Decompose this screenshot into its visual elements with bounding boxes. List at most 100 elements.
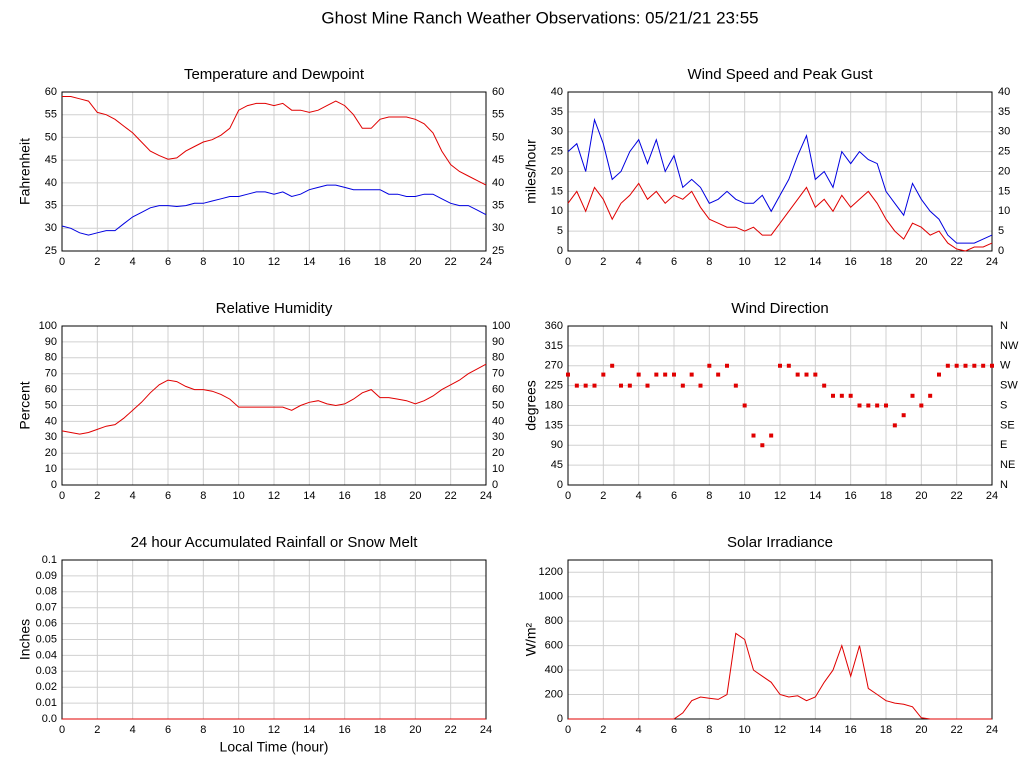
x-tick-label: 14 xyxy=(303,724,315,736)
y-tick-label: 25 xyxy=(551,146,563,158)
x-tick-label: 8 xyxy=(200,490,206,502)
y-axis-label: miles/hour xyxy=(523,139,539,204)
y-tick-label: 1200 xyxy=(539,566,563,578)
x-tick-label: 10 xyxy=(739,256,751,268)
y-tick-label: 0.05 xyxy=(36,633,57,645)
data-line xyxy=(61,363,487,435)
data-point xyxy=(689,372,694,377)
y-tick-label: 315 xyxy=(545,340,563,352)
y-tick-label-right: 15 xyxy=(998,185,1010,197)
x-tick-label: 10 xyxy=(233,256,245,268)
y-tick-label: 0.1 xyxy=(42,554,57,566)
y2-tick-label: W xyxy=(1000,360,1011,372)
x-tick-label: 22 xyxy=(445,490,457,502)
x-tick-label: 24 xyxy=(480,256,492,268)
x-tick-label: 18 xyxy=(374,724,386,736)
data-point xyxy=(919,403,924,408)
y2-tick-label: S xyxy=(1000,399,1007,411)
y-tick-label-right: 70 xyxy=(492,368,504,380)
data-point xyxy=(592,383,597,388)
y-axis-label: Percent xyxy=(17,381,33,429)
data-point xyxy=(822,383,827,388)
y2-tick-label: E xyxy=(1000,439,1007,451)
x-tick-label: 12 xyxy=(268,490,280,502)
y-tick-label: 55 xyxy=(45,109,57,121)
x-tick-label: 6 xyxy=(671,256,677,268)
y-tick-label: 50 xyxy=(45,131,57,143)
y-tick-label: 80 xyxy=(45,352,57,364)
x-tick-label: 18 xyxy=(374,490,386,502)
y-tick-label-right: 35 xyxy=(998,106,1010,118)
x-tick-label: 22 xyxy=(951,724,963,736)
data-line xyxy=(61,184,487,236)
data-point xyxy=(901,413,906,418)
data-point xyxy=(778,363,782,368)
x-tick-label: 4 xyxy=(636,724,642,736)
x-tick-label: 24 xyxy=(986,490,998,502)
y-tick-label-right: 25 xyxy=(492,245,504,257)
y-tick-label: 0 xyxy=(557,713,563,725)
data-point xyxy=(839,393,844,398)
y-tick-label: 5 xyxy=(557,225,563,237)
y-tick-label: 70 xyxy=(45,368,57,380)
x-tick-label: 2 xyxy=(600,490,606,502)
data-point xyxy=(627,383,632,388)
y-tick-label: 180 xyxy=(545,399,563,411)
data-point xyxy=(636,372,641,377)
x-tick-label: 16 xyxy=(845,490,857,502)
y-tick-label-right: 10 xyxy=(998,205,1010,217)
data-point xyxy=(848,393,853,398)
x-tick-label: 6 xyxy=(671,724,677,736)
x-tick-label: 10 xyxy=(233,490,245,502)
y2-tick-label: N xyxy=(1000,479,1008,491)
data-point xyxy=(707,363,712,368)
x-tick-label: 14 xyxy=(303,256,315,268)
y-tick-label-right: 60 xyxy=(492,86,504,98)
y-tick-label-right: 55 xyxy=(492,109,504,121)
x-tick-label: 24 xyxy=(986,256,998,268)
y-tick-label: 10 xyxy=(551,205,563,217)
chart-title: Temperature and Dewpoint xyxy=(184,66,365,83)
y-tick-label: 10 xyxy=(45,463,57,475)
y-tick-label: 100 xyxy=(39,320,57,332)
data-point xyxy=(566,372,570,377)
x-tick-label: 18 xyxy=(880,724,892,736)
x-tick-label: 22 xyxy=(951,256,963,268)
data-point xyxy=(937,372,941,377)
y-tick-label-right: 30 xyxy=(492,222,504,234)
y-tick-label-right: 90 xyxy=(492,336,504,348)
x-tick-label: 10 xyxy=(739,490,751,502)
x-tick-label: 0 xyxy=(59,490,65,502)
plot-frame xyxy=(567,325,993,486)
x-tick-label: 2 xyxy=(600,256,606,268)
data-point xyxy=(963,363,968,368)
y-tick-label: 0.04 xyxy=(36,649,57,661)
x-tick-label: 22 xyxy=(445,256,457,268)
y-tick-label: 40 xyxy=(45,415,57,427)
y2-tick-label: SE xyxy=(1000,419,1015,431)
x-tick-label: 18 xyxy=(374,256,386,268)
y-tick-label: 30 xyxy=(45,222,57,234)
y-tick-label-right: 45 xyxy=(492,154,504,166)
y-tick-label: 1000 xyxy=(539,591,563,603)
x-tick-label: 8 xyxy=(706,490,712,502)
y-tick-label-right: 20 xyxy=(492,447,504,459)
x-tick-label: 0 xyxy=(565,490,571,502)
y-tick-label-right: 25 xyxy=(998,146,1010,158)
x-tick-label: 16 xyxy=(339,256,351,268)
x-tick-label: 2 xyxy=(94,724,100,736)
y-tick-label-right: 30 xyxy=(492,431,504,443)
y-tick-label: 0.08 xyxy=(36,586,57,598)
data-point xyxy=(875,403,880,408)
data-point xyxy=(663,372,668,377)
x-tick-label: 24 xyxy=(480,490,492,502)
y-tick-label: 60 xyxy=(45,86,57,98)
data-point xyxy=(654,372,659,377)
y-tick-label: 0.09 xyxy=(36,570,57,582)
x-tick-label: 6 xyxy=(165,724,171,736)
data-point xyxy=(831,393,835,398)
y-tick-label: 35 xyxy=(551,106,563,118)
y-tick-label: 0 xyxy=(51,479,57,491)
plot-frame xyxy=(61,325,487,486)
y-axis-label: Fahrenheit xyxy=(17,138,33,205)
